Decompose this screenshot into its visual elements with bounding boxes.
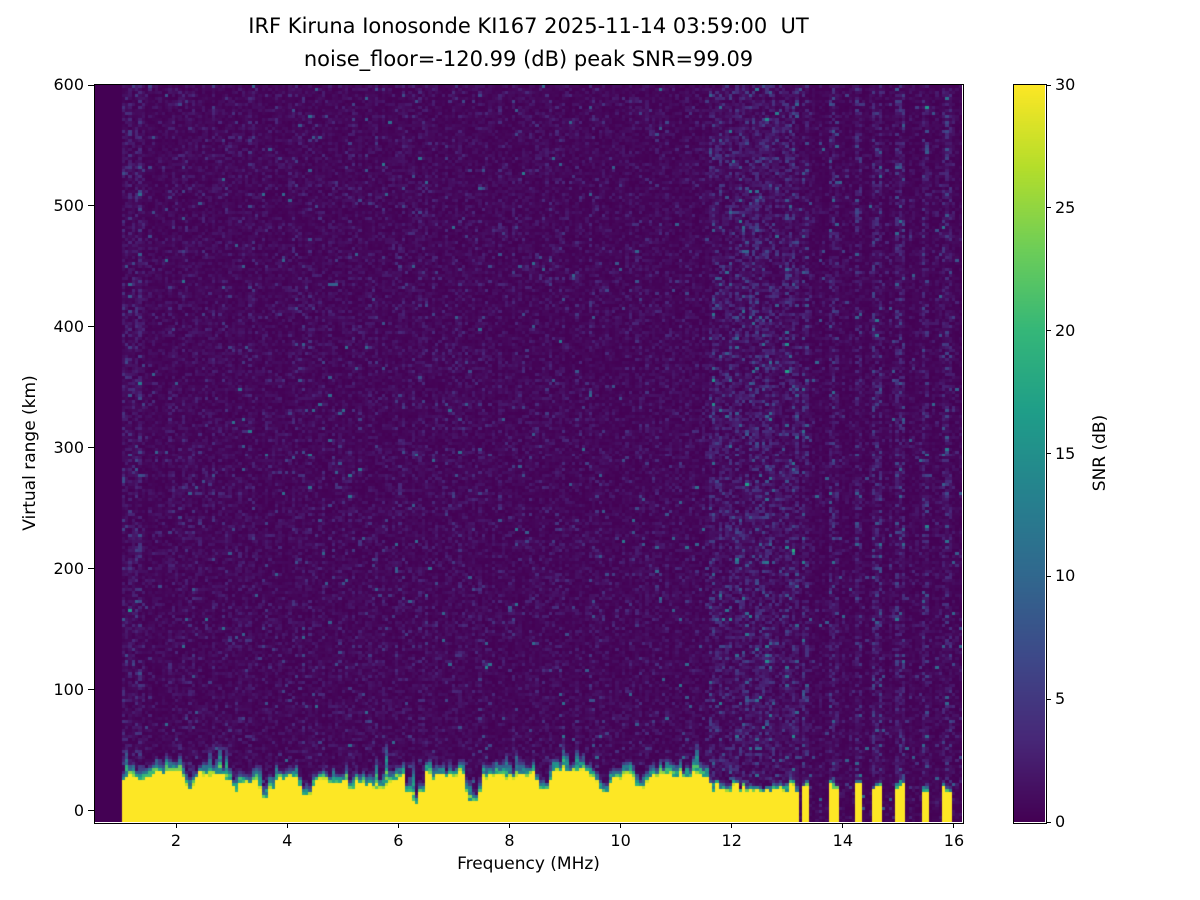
y-tick-label: 600 bbox=[53, 75, 84, 94]
x-tick-mark bbox=[842, 823, 844, 828]
y-tick-mark bbox=[88, 84, 94, 86]
colorbar-tick-mark bbox=[1046, 453, 1051, 454]
x-tick-mark bbox=[953, 823, 955, 828]
y-tick-label: 300 bbox=[53, 437, 84, 457]
colorbar-tick-label: 0 bbox=[1055, 812, 1066, 831]
x-tick-label: 2 bbox=[170, 831, 182, 850]
x-tick-mark bbox=[286, 823, 288, 828]
y-tick-mark bbox=[88, 447, 94, 449]
x-tick-mark bbox=[620, 823, 622, 828]
colorbar-tick-label: 30 bbox=[1055, 75, 1076, 94]
x-tick-label: 10 bbox=[610, 831, 631, 850]
x-axis-label: Frequency (MHz) bbox=[457, 854, 600, 874]
colorbar-tick-label: 25 bbox=[1055, 197, 1076, 217]
colorbar-tick-label: 15 bbox=[1055, 443, 1076, 463]
x-tick-label: 16 bbox=[943, 831, 965, 850]
y-tick-mark bbox=[88, 810, 94, 812]
colorbar-tick-mark bbox=[1046, 330, 1051, 332]
x-tick-label: 14 bbox=[832, 831, 854, 850]
heatmap-canvas bbox=[95, 85, 962, 822]
y-tick-label: 500 bbox=[53, 195, 84, 215]
x-tick-mark bbox=[731, 823, 733, 828]
x-tick-mark bbox=[508, 823, 510, 828]
chart-subtitle: noise_floor=-120.99 (dB) peak SNR=99.09 bbox=[303, 47, 754, 71]
colorbar-tick-mark bbox=[1046, 207, 1051, 209]
colorbar-tick-label: 5 bbox=[1055, 689, 1066, 709]
y-tick-label: 200 bbox=[53, 558, 84, 578]
colorbar-tick-label: 10 bbox=[1055, 566, 1076, 586]
y-tick-label: 0 bbox=[73, 800, 84, 820]
x-tick-mark bbox=[397, 823, 399, 828]
y-tick-mark bbox=[88, 568, 94, 570]
colorbar-tick-label: 20 bbox=[1055, 320, 1076, 340]
colorbar-canvas bbox=[1014, 85, 1045, 822]
y-tick-label: 400 bbox=[53, 316, 84, 336]
colorbar-label: SNR (dB) bbox=[1090, 414, 1110, 492]
y-tick-mark bbox=[88, 689, 94, 691]
x-tick-mark bbox=[175, 823, 177, 828]
x-tick-label: 8 bbox=[504, 831, 515, 850]
x-tick-label: 4 bbox=[282, 831, 293, 850]
chart-title: IRF Kiruna Ionosonde KI167 2025-11-14 03… bbox=[248, 14, 809, 38]
colorbar-tick-mark bbox=[1046, 821, 1051, 823]
y-tick-label: 100 bbox=[53, 679, 84, 699]
y-tick-mark bbox=[88, 205, 94, 207]
x-tick-label: 12 bbox=[721, 831, 742, 850]
x-tick-label: 6 bbox=[393, 831, 404, 850]
colorbar-tick-mark bbox=[1046, 84, 1051, 86]
colorbar-tick-mark bbox=[1046, 698, 1051, 700]
colorbar-tick-mark bbox=[1046, 575, 1051, 577]
y-tick-mark bbox=[88, 326, 94, 328]
